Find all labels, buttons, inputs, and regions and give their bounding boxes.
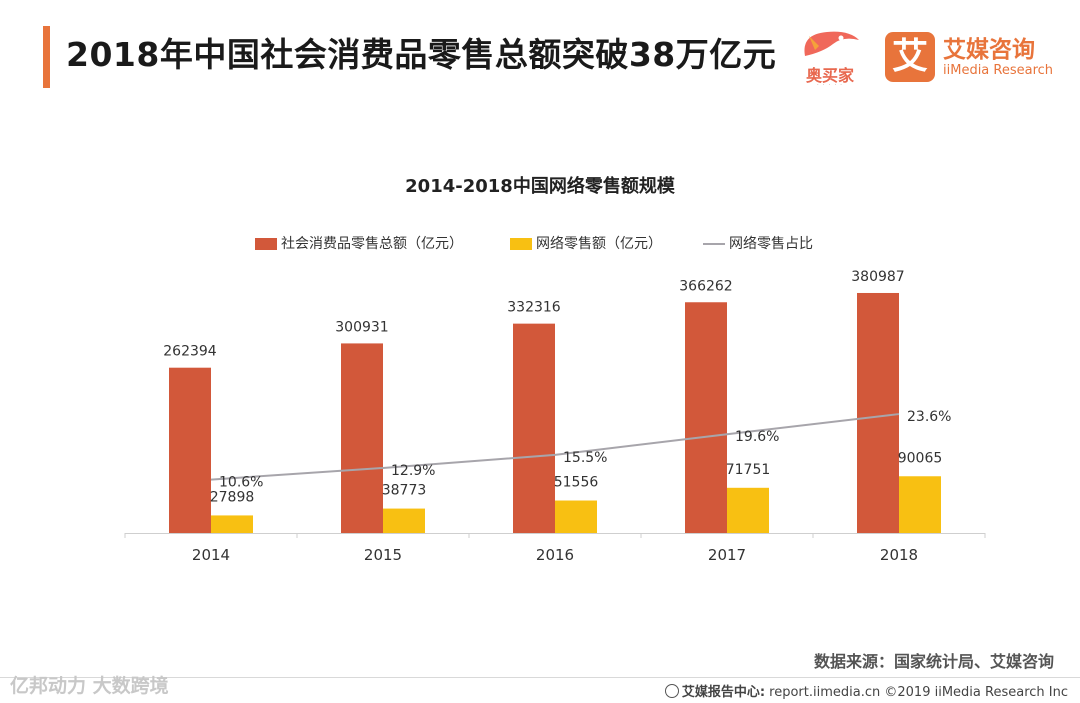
bar-online-2017 [727,487,769,533]
x-tick-label-2016: 2016 [536,546,574,564]
iimedia-name-en: iiMedia Research [943,63,1054,78]
label-online-2017: 71751 [726,462,771,478]
ratio-line [210,413,900,481]
legend-line-ratio [703,243,725,245]
x-tick-label-2017: 2017 [708,546,746,564]
page-title: 2018年中国社会消费品零售总额突破38万亿元 [66,35,777,74]
watermark: 亿邦动力 大数跨境 [10,675,169,697]
bar-total-2016 [513,323,555,533]
bar-online-2015 [383,508,425,533]
ratio-label-2015: 12.9% [391,463,435,479]
chart-title: 2014-2018中国网络零售额规模 [405,176,675,197]
label-total-2018: 380987 [851,269,904,285]
ratio-label-2017: 19.6% [735,429,779,445]
footer: 艾媒报告中心: report.iimedia.cn ©2019 iiMedia … [664,681,1068,700]
label-total-2017: 366262 [679,278,732,294]
legend-label-ratio: 网络零售占比 [729,236,813,252]
label-online-2014: 27898 [210,489,255,505]
label-total-2014: 262394 [163,344,217,360]
aomaijia-bird-icon [804,31,859,56]
bar-total-2014 [169,367,211,533]
legend-label-total: 社会消费品零售总额（亿元） [281,236,463,252]
bar-total-2015 [341,343,383,533]
bar-online-2018 [899,476,941,533]
label-online-2016: 51556 [554,475,599,491]
legend-label-online: 网络零售额（亿元） [536,236,662,252]
iimedia-name-cn: 艾媒咨询 [943,37,1035,63]
label-total-2015: 300931 [335,319,388,335]
x-tick-label-2014: 2014 [192,546,230,564]
legend-swatch-online [510,238,532,250]
legend-swatch-total [255,238,277,250]
bar-total-2018 [857,292,899,533]
data-source: 数据来源：国家统计局、艾媒咨询 [813,652,1054,671]
bar-total-2017 [685,302,727,533]
footer-copyright: ©2019 iiMedia Research Inc [884,685,1068,700]
ratio-label-2018: 23.6% [907,409,951,425]
label-online-2015: 38773 [382,483,427,499]
footer-center-label: 艾媒报告中心: [681,685,766,700]
footer-divider [0,677,1080,678]
iimedia-logo: 艾 艾媒咨询 iiMedia Research [885,30,1065,84]
aomaijia-logo: 奥买家 · · · · · [797,26,863,90]
footer-url[interactable]: report.iimedia.cn [769,685,881,700]
iimedia-mark-icon: 艾 [885,32,935,82]
ratio-label-2016: 15.5% [563,450,607,466]
bar-online-2016 [555,500,597,533]
label-online-2018: 90065 [898,450,943,466]
title-accent-bar [43,26,50,88]
label-total-2016: 332316 [507,300,561,316]
bar-online-2014 [211,515,253,533]
x-tick-label-2015: 2015 [364,546,402,564]
x-tick-label-2018: 2018 [880,546,918,564]
ratio-label-2014: 10.6% [219,475,263,491]
aomaijia-name: 奥买家 [805,66,854,85]
globe-icon [664,684,679,698]
aomaijia-tagline-dots: · · · · · [816,82,844,89]
